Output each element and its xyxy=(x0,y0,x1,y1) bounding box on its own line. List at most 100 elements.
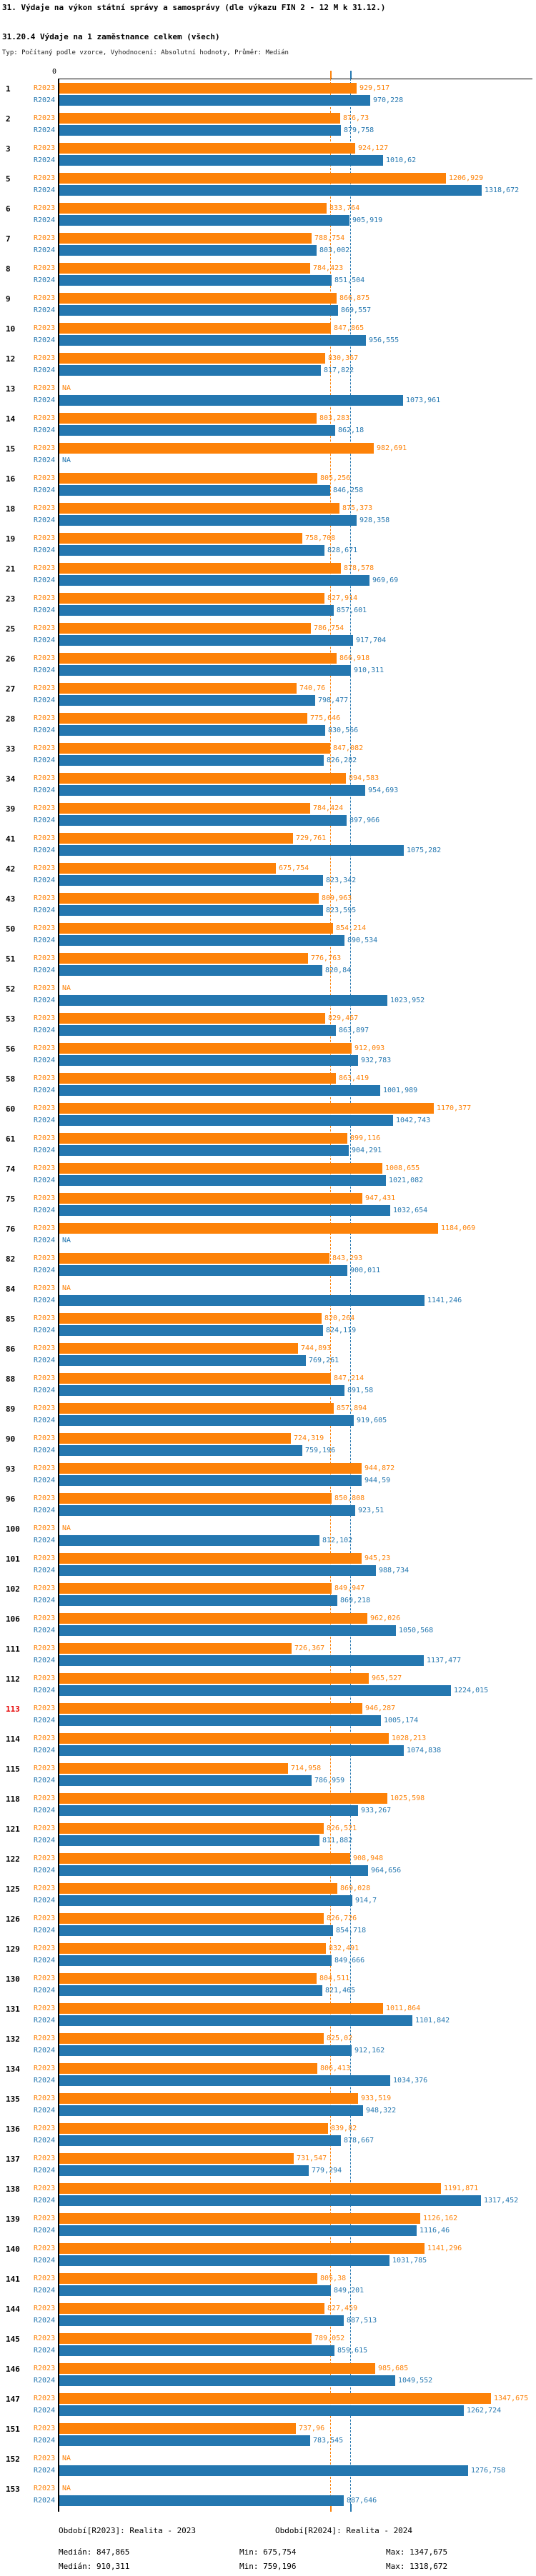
bar-r2024 xyxy=(59,815,347,826)
series-label-r2023: R2023 xyxy=(34,2155,56,2162)
legend-period-r2024: Období[R2024]: Realita - 2024 xyxy=(275,2526,413,2535)
value-label: 887,646 xyxy=(347,2497,377,2505)
bar-r2023 xyxy=(59,1193,362,1204)
value-label: 851,504 xyxy=(334,276,365,284)
bar-r2024 xyxy=(59,1535,319,1546)
series-label-r2024: R2024 xyxy=(34,336,56,344)
bar-r2024 xyxy=(59,1835,319,1846)
series-label-r2024: R2024 xyxy=(34,2437,56,2445)
value-label: 786,959 xyxy=(314,1777,345,1784)
series-label-r2024: R2024 xyxy=(34,1477,56,1484)
row-id-label: 23 xyxy=(6,594,16,604)
value-label: 914,7 xyxy=(355,1897,377,1904)
value-label: 932,783 xyxy=(361,1057,392,1064)
value-label: 1049,552 xyxy=(398,2377,433,2385)
bar-r2023 xyxy=(59,473,317,484)
value-label: 714,958 xyxy=(291,1764,322,1772)
series-label-r2023: R2023 xyxy=(34,1254,56,1262)
series-label-r2023: R2023 xyxy=(34,1524,56,1532)
bar-r2024 xyxy=(59,95,370,106)
series-label-r2024: R2024 xyxy=(34,1837,56,1844)
series-label-r2023: R2023 xyxy=(34,1194,56,1202)
bar-r2023 xyxy=(59,2273,317,2284)
value-label: 850,808 xyxy=(334,1494,365,1502)
bar-r2023 xyxy=(59,1943,326,1954)
bar-r2024 xyxy=(59,1205,390,1216)
series-label-r2023: R2023 xyxy=(34,1975,56,1982)
value-label: 827,459 xyxy=(327,2305,358,2312)
bar-r2024 xyxy=(59,2375,395,2386)
series-label-r2023: R2023 xyxy=(34,2005,56,2012)
bar-chart: 0 1 R2023 929,517 R2024 970,228 2 R2023 876,73 R… xyxy=(0,68,536,2529)
bar-r2023 xyxy=(59,1823,324,1834)
bar-r2023 xyxy=(59,2213,420,2224)
row-id-label: 50 xyxy=(6,924,16,934)
series-label-r2023: R2023 xyxy=(34,1854,56,1862)
value-label: 962,026 xyxy=(370,1614,401,1622)
bar-r2023 xyxy=(59,623,311,634)
series-label-r2024: R2024 xyxy=(34,1627,56,1634)
value-label: 905,919 xyxy=(352,216,383,224)
row-id-label: 132 xyxy=(6,2035,20,2044)
row-id-label: 121 xyxy=(6,1824,20,1834)
bar-r2023 xyxy=(59,953,308,964)
series-label-r2023: R2023 xyxy=(34,984,56,992)
bar-r2024 xyxy=(59,245,317,256)
series-label-r2023: R2023 xyxy=(34,744,56,752)
median-tick-bottom-r2024 xyxy=(350,2504,352,2512)
row-id-label: 12 xyxy=(6,354,16,364)
series-label-r2024: R2024 xyxy=(34,486,56,494)
series-label-r2024: R2024 xyxy=(34,967,56,974)
series-label-r2024: R2024 xyxy=(34,216,56,224)
series-label-r2024: R2024 xyxy=(34,1537,56,1544)
series-label-r2023: R2023 xyxy=(34,2035,56,2042)
value-label: 1101,842 xyxy=(415,2017,450,2025)
series-label-r2024: R2024 xyxy=(34,186,56,194)
bar-r2023 xyxy=(59,503,339,514)
series-label-r2024: R2024 xyxy=(34,757,56,764)
value-label: 948,322 xyxy=(366,2107,397,2115)
bar-r2023 xyxy=(59,2123,328,2134)
series-label-r2024: R2024 xyxy=(34,96,56,104)
series-label-r2023: R2023 xyxy=(34,2395,56,2402)
series-label-r2023: R2023 xyxy=(34,234,56,242)
na-label: NA xyxy=(62,384,71,392)
row-id-label: 28 xyxy=(6,714,16,724)
series-label-r2023: R2023 xyxy=(34,2305,56,2312)
series-label-r2023: R2023 xyxy=(34,2485,56,2492)
series-label-r2023: R2023 xyxy=(34,1704,56,1712)
value-label: 846,258 xyxy=(333,486,364,494)
value-label: 759,196 xyxy=(305,1447,336,1454)
value-label: 879,758 xyxy=(344,126,374,134)
row-id-label: 34 xyxy=(6,774,16,784)
value-label: 970,228 xyxy=(373,96,404,104)
series-label-r2023: R2023 xyxy=(34,1044,56,1052)
series-label-r2024: R2024 xyxy=(34,1387,56,1394)
row-id-label: 2 xyxy=(6,114,11,124)
row-id-label: 33 xyxy=(6,744,16,754)
value-label: 887,513 xyxy=(347,2317,377,2325)
series-label-r2024: R2024 xyxy=(34,2467,56,2475)
row-id-label: 82 xyxy=(6,1254,16,1264)
value-label: 1050,568 xyxy=(399,1627,434,1634)
value-label: 854,718 xyxy=(336,1927,367,1935)
series-label-r2023: R2023 xyxy=(34,1074,56,1082)
row-id-label: 10 xyxy=(6,324,16,334)
bar-r2024 xyxy=(59,1685,451,1696)
row-id-label: 153 xyxy=(6,2485,20,2494)
series-label-r2023: R2023 xyxy=(34,534,56,542)
series-label-r2024: R2024 xyxy=(34,1177,56,1184)
value-label: 1206,929 xyxy=(449,174,484,182)
bar-r2023 xyxy=(59,1553,362,1564)
row-id-label: 26 xyxy=(6,654,16,664)
bar-r2023 xyxy=(59,233,312,244)
row-id-label: 7 xyxy=(6,234,11,244)
bar-r2023 xyxy=(59,593,324,604)
bar-r2023 xyxy=(59,1223,438,1234)
bar-r2024 xyxy=(59,1175,386,1186)
series-label-r2023: R2023 xyxy=(34,1734,56,1742)
row-id-label: 42 xyxy=(6,864,16,874)
row-id-label: 129 xyxy=(6,1945,20,1954)
series-label-r2024: R2024 xyxy=(34,667,56,674)
value-label: 863,419 xyxy=(339,1074,369,1082)
